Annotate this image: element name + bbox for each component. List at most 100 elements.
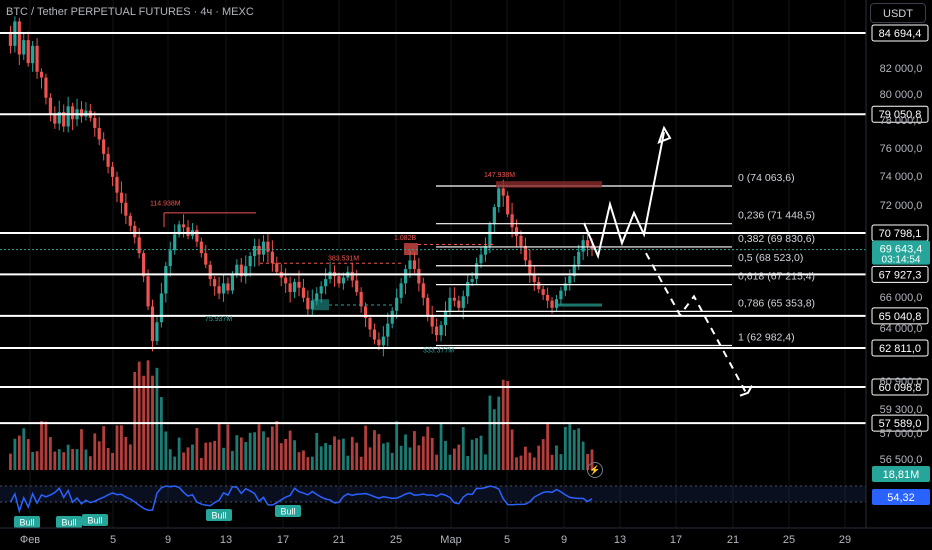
- candle-body: [186, 227, 190, 236]
- volume-bar: [71, 448, 74, 470]
- volume-bar: [22, 428, 26, 470]
- candle-body: [97, 127, 101, 140]
- candle-body: [581, 240, 585, 252]
- time-axis-label: 9: [165, 534, 171, 546]
- candle-body: [546, 294, 550, 301]
- drawings[interactable]: 114.938M 383.531M 1.082B 147.938M 75.937M 333…: [150, 125, 753, 397]
- candle-body: [35, 45, 39, 72]
- fib-retracement[interactable]: 0 (74 063,6) 0,236 (71 448,5) 0,382 (69 83…: [436, 172, 815, 347]
- candle-body: [266, 241, 270, 252]
- volume-bar: [488, 395, 492, 470]
- candle-body: [377, 339, 381, 346]
- volume-bar: [115, 425, 119, 470]
- volume-bar: [528, 452, 532, 470]
- candle-body: [488, 224, 492, 246]
- level-label: 57 589,0: [879, 418, 922, 430]
- candle-body: [173, 234, 177, 251]
- volume-bar: [13, 438, 17, 470]
- volume-bar: [399, 445, 403, 470]
- candle-body: [79, 109, 84, 117]
- candle-body: [133, 225, 137, 238]
- volume-bar: [164, 431, 168, 470]
- lightning-icon[interactable]: ⚡: [587, 462, 603, 478]
- volume-annotation: 383.531M: [328, 255, 359, 262]
- rsi-line: [9, 485, 593, 514]
- volume-bar: [501, 379, 505, 470]
- candle-body: [124, 202, 128, 216]
- volume-bar: [217, 422, 221, 470]
- candle-body: [395, 297, 399, 311]
- time-axis-label: 5: [110, 534, 116, 546]
- volume-bar: [337, 439, 341, 470]
- level-label: 84 694,4: [879, 28, 922, 40]
- candle-body: [372, 329, 377, 340]
- candle-body: [270, 251, 274, 264]
- volume-bar: [510, 429, 514, 470]
- price-tick-label: 56 500,0: [880, 454, 923, 466]
- volume-bar: [235, 435, 239, 470]
- candle-body: [443, 310, 448, 326]
- volume-bar: [479, 435, 483, 470]
- bull-label-box: [206, 509, 232, 521]
- volume-bar: [421, 436, 425, 470]
- bull-label-box: [82, 514, 108, 526]
- fib-label: 0,618 (67 215,4): [738, 271, 815, 283]
- candle-body: [563, 283, 567, 291]
- candle-body: [261, 241, 266, 255]
- candle-body: [142, 253, 146, 277]
- volume-bar: [452, 448, 456, 470]
- candle-body: [537, 281, 541, 290]
- volume-bar: [537, 445, 541, 470]
- candle-body: [550, 300, 554, 308]
- candle-body: [297, 281, 301, 288]
- level-tag: [871, 265, 929, 283]
- rsi-value: 54,32: [887, 492, 915, 504]
- volume-bar: [555, 445, 558, 470]
- volume-bar: [284, 438, 288, 470]
- horizontal-levels[interactable]: 84 694,4 79 050,8 70 798,1 67 927,3 65 040,8…: [0, 24, 929, 432]
- bull-label: Bull: [211, 511, 226, 521]
- volume-tag: [872, 466, 930, 482]
- volume-bar: [137, 361, 141, 470]
- volume-bar: [102, 426, 106, 470]
- candle-body: [466, 281, 470, 297]
- time-axis-label: 13: [220, 534, 232, 546]
- volume-bar: [541, 439, 545, 470]
- volume-bar: [57, 449, 61, 470]
- candle-body: [341, 277, 345, 284]
- volume-bar: [146, 360, 150, 470]
- volume-annotation: 1.082B: [394, 235, 417, 242]
- candle-body: [181, 224, 186, 228]
- volume-bar: [35, 451, 39, 470]
- time-axis-label: 17: [670, 534, 682, 546]
- candle-body: [577, 251, 581, 265]
- volume-bar: [448, 454, 452, 470]
- time-axis-label: 5: [504, 534, 510, 546]
- candle-body: [155, 322, 159, 341]
- volume-bar: [461, 427, 465, 470]
- time-axis-label: 29: [839, 534, 851, 546]
- volume-bar: [413, 431, 416, 470]
- time-axis[interactable]: Фев 5 9 13 17 21 25 Мар 5 9 13 17 21 25 29: [0, 527, 932, 546]
- candle-body: [479, 254, 483, 264]
- candle-body: [554, 299, 559, 308]
- level-label: 60 098,8: [879, 382, 922, 394]
- candle-body: [337, 276, 341, 284]
- fib-label: 0,382 (69 830,6): [738, 233, 815, 245]
- level-tag: [871, 339, 929, 357]
- volume-bar: [346, 455, 350, 470]
- candle-body: [22, 40, 26, 55]
- candle-body: [53, 114, 57, 124]
- volume-bar: [395, 421, 399, 470]
- bull-label: Bull: [280, 507, 295, 517]
- currency-button[interactable]: USDT: [870, 3, 926, 23]
- volume-bar: [586, 453, 589, 470]
- candle-body: [399, 283, 403, 298]
- price-axis[interactable]: 69 643,403:14:54 82 000,0 80 000,0 78 000,0…: [0, 0, 930, 528]
- candle-body: [430, 315, 434, 327]
- bull-label-box: [56, 516, 82, 528]
- candle-body: [426, 297, 430, 316]
- candle-body: [448, 297, 452, 311]
- current-price-label: 69 643,4: [880, 244, 923, 256]
